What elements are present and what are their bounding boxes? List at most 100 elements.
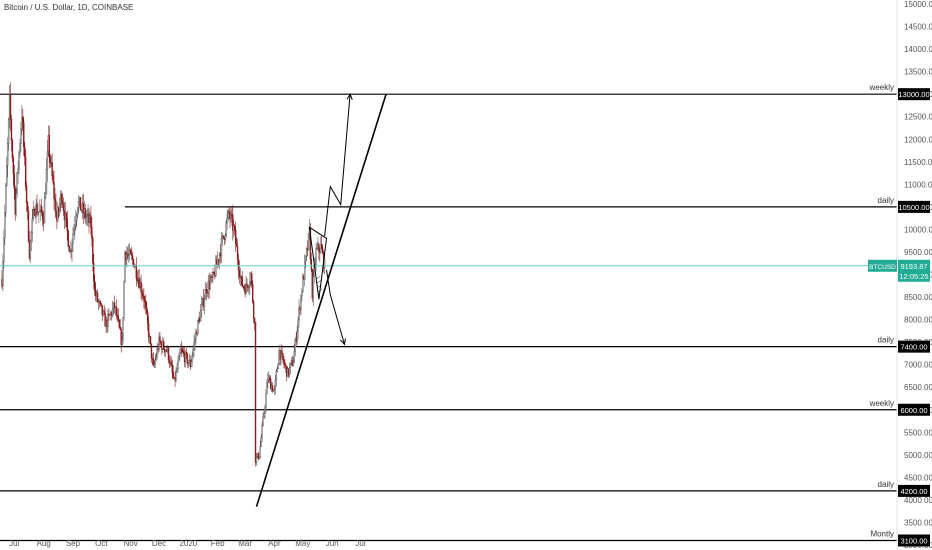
candle-body <box>5 185 7 213</box>
drawings <box>255 93 387 507</box>
candle-body <box>55 200 57 218</box>
candle-body <box>180 348 182 354</box>
candle-body <box>237 259 240 271</box>
candle-body <box>61 201 64 206</box>
candle-body <box>12 157 15 174</box>
candle-body <box>241 277 243 287</box>
candle-body <box>297 319 299 332</box>
symbol-badge-text: BTCUSD <box>869 264 896 271</box>
candle-body <box>152 358 155 366</box>
candle-body <box>129 249 132 254</box>
candle-body <box>123 281 125 318</box>
candle-body <box>86 215 88 218</box>
candle-body <box>143 295 145 301</box>
candle-body <box>101 305 103 316</box>
candle-body <box>282 353 284 361</box>
candle-body <box>240 275 243 278</box>
y-tick-label: 13500.00 <box>904 68 932 77</box>
candle-body <box>84 208 86 218</box>
triangle-hatch <box>316 280 321 284</box>
candle-body <box>145 301 147 308</box>
candle-body <box>321 244 323 250</box>
level-price-box <box>898 403 930 416</box>
candle-body <box>18 152 20 170</box>
trend-line[interactable] <box>255 93 387 507</box>
candle-body <box>213 271 215 274</box>
bull-projection[interactable] <box>324 94 351 237</box>
candle-body <box>192 348 194 357</box>
candle-body <box>318 244 320 252</box>
candle-body <box>62 204 65 212</box>
candle-body <box>46 150 49 170</box>
candle-body <box>76 207 79 216</box>
candle-body <box>210 275 212 282</box>
candle-body <box>92 237 94 264</box>
level-price-label: 10500.00 <box>898 203 929 212</box>
candle-body <box>220 238 223 257</box>
level-price-label: 7400.00 <box>900 343 927 352</box>
candle-body <box>113 302 116 308</box>
candle-body <box>190 361 192 368</box>
candle-body <box>24 146 26 157</box>
level-price-label: 4200.00 <box>900 487 927 496</box>
candle-body <box>7 118 10 144</box>
y-tick-label: 14500.00 <box>904 23 932 32</box>
triangle-pattern[interactable] <box>308 226 328 300</box>
y-tick-label: 5500.00 <box>904 428 932 437</box>
level-price-box <box>898 534 930 547</box>
candle-body <box>310 258 313 270</box>
candle-body <box>305 248 308 257</box>
candle-body <box>43 197 46 224</box>
candle-body <box>118 319 121 328</box>
candle-body <box>103 310 105 314</box>
candle-body <box>275 371 278 381</box>
candle-body <box>302 276 304 292</box>
candle-body <box>154 359 156 365</box>
candle-body <box>271 385 274 392</box>
current-price-value: 9193.87 <box>900 262 927 271</box>
time-scale[interactable]: Jul Aug Sep Oct Nov Dec 2020 Feb Mar Apr May Jun Jul <box>9 539 366 548</box>
candle-body <box>181 348 183 351</box>
candle-body <box>227 211 229 219</box>
y-tick-label: 12500.00 <box>904 113 932 122</box>
candle-body <box>218 253 221 261</box>
candle-body <box>186 354 189 365</box>
candle-body <box>147 323 150 338</box>
x-tick-label: Oct <box>95 539 108 548</box>
x-tick-label: Aug <box>37 539 51 548</box>
candle-body <box>235 243 238 248</box>
candle-body <box>150 343 153 359</box>
candle-body <box>111 308 114 316</box>
candle-body <box>204 289 207 300</box>
candle-body <box>222 235 225 238</box>
candle-body <box>68 245 70 252</box>
x-tick-label: 2020 <box>179 539 197 548</box>
candle-body <box>265 393 267 408</box>
candle-body <box>273 388 276 390</box>
candle-body <box>224 234 226 240</box>
candle-body <box>158 336 160 350</box>
candle-body <box>267 379 269 384</box>
candle-body <box>187 362 190 365</box>
candle-body <box>15 192 17 215</box>
y-tick-label: 11500.00 <box>904 158 932 167</box>
candle-body <box>142 293 144 297</box>
candle-body <box>316 247 318 249</box>
candle-body <box>215 260 217 277</box>
candle-body <box>9 94 12 120</box>
x-tick-label: Nov <box>124 539 138 548</box>
x-tick-label: Feb <box>211 539 225 548</box>
candle-body <box>209 280 211 290</box>
bear-projection[interactable] <box>326 269 345 345</box>
candle-body <box>37 212 39 215</box>
x-tick-label: May <box>295 539 310 548</box>
level-price-box <box>898 340 930 353</box>
candle-body <box>171 364 173 373</box>
candle-body <box>146 307 148 313</box>
candle-body <box>179 352 181 356</box>
candle-body <box>2 261 4 287</box>
candle-body <box>284 363 286 366</box>
candle-body <box>266 382 268 395</box>
candle-body <box>170 361 173 366</box>
